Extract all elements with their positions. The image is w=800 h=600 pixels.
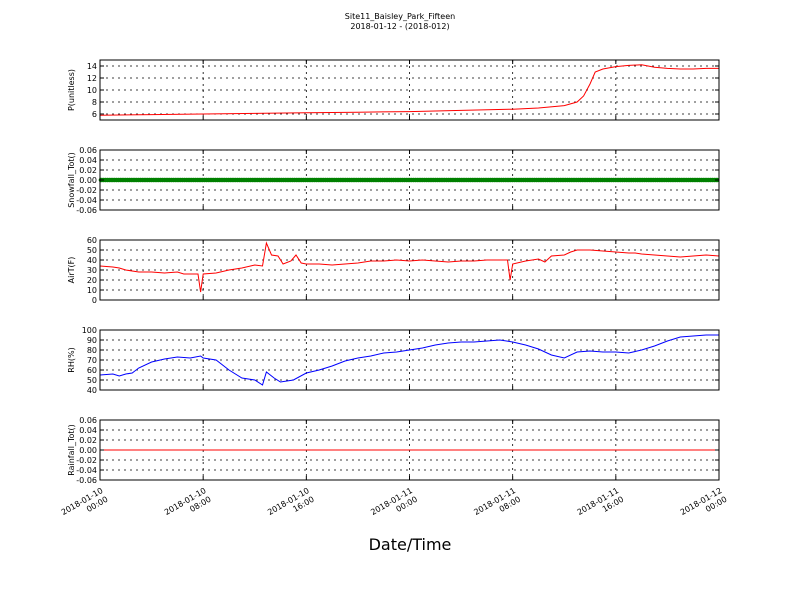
y-tick-label: 0.04 — [79, 426, 97, 435]
y-axis-label: P(unitless) — [67, 69, 76, 111]
x-axis-label: Date/Time — [369, 535, 452, 554]
y-tick-label: 0.02 — [79, 436, 97, 445]
y-tick-label: 10 — [87, 286, 97, 295]
y-tick-label: -0.02 — [76, 456, 97, 465]
y-tick-label: -0.06 — [76, 206, 97, 215]
series-line — [99, 241, 720, 293]
y-axis-label: RH(%) — [67, 347, 76, 372]
y-tick-label: 50 — [87, 376, 97, 385]
y-tick-label: 100 — [82, 326, 97, 335]
y-tick-label: 10 — [87, 86, 97, 95]
y-tick-label: 60 — [87, 366, 97, 375]
y-tick-label: 50 — [87, 246, 97, 255]
y-tick-label: -0.02 — [76, 186, 97, 195]
y-tick-label: 60 — [87, 236, 97, 245]
y-axis-label: AirT(F) — [67, 257, 76, 284]
y-tick-label: 0.00 — [79, 446, 97, 455]
panels: 68101214P(unitless)-0.06-0.04-0.020.000.… — [67, 59, 720, 485]
y-tick-label: 0.06 — [79, 146, 97, 155]
y-tick-label: 90 — [87, 336, 97, 345]
y-tick-label: 40 — [87, 386, 97, 395]
panel-2: -0.06-0.04-0.020.000.020.040.06Snowfall_… — [67, 146, 720, 215]
y-tick-label: 8 — [92, 98, 97, 107]
y-tick-label: 30 — [87, 266, 97, 275]
y-tick-label: 40 — [87, 256, 97, 265]
y-tick-label: 70 — [87, 356, 97, 365]
y-tick-label: 0.02 — [79, 166, 97, 175]
chart-subtitle: 2018-01-12 - (2018-012) — [350, 22, 449, 31]
y-tick-label: -0.04 — [76, 466, 97, 475]
y-tick-label: 80 — [87, 346, 97, 355]
y-tick-label: -0.06 — [76, 476, 97, 485]
y-tick-label: 6 — [92, 110, 97, 119]
series-markers — [98, 177, 720, 183]
y-tick-label: -0.04 — [76, 196, 97, 205]
y-tick-label: 0 — [92, 296, 97, 305]
y-tick-label: 0.00 — [79, 176, 97, 185]
y-tick-label: 12 — [87, 74, 97, 83]
panel-5: -0.06-0.04-0.020.000.020.040.06Rainfall_… — [67, 416, 720, 485]
y-tick-label: 20 — [87, 276, 97, 285]
y-tick-label: 0.06 — [79, 416, 97, 425]
series-line — [99, 334, 719, 386]
y-tick-label: 14 — [87, 62, 97, 71]
y-axis-label: Snowfall_Tot() — [67, 152, 76, 208]
panel-1: 6 8 10 12 14 P(unitless) — [67, 59, 720, 121]
y-axis-label: Rainfall_Tot() — [67, 424, 76, 476]
series-line — [99, 64, 719, 116]
chart-title: Site11_Baisley_Park_Fifteen — [345, 12, 455, 21]
y-tick-label: 0.04 — [79, 156, 97, 165]
